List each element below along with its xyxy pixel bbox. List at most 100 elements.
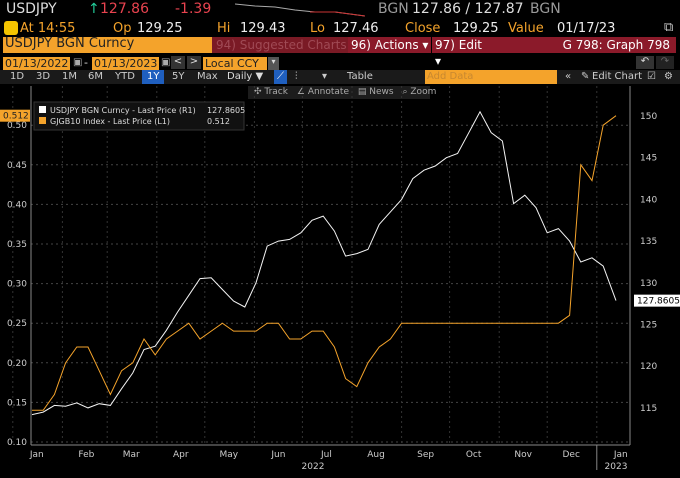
high-value: 129.43: [240, 21, 286, 36]
month-label: Sep: [417, 450, 434, 460]
line-chart-icon[interactable]: ⟋: [274, 70, 287, 84]
time: At 14:55: [20, 21, 76, 36]
legend: USDJPY BGN Curncy - Last Price (R1) 127.…: [33, 101, 245, 131]
calendar-icon[interactable]: ▣: [161, 57, 171, 68]
right-tick-label: 120: [640, 362, 657, 372]
right-last-value-tag: [634, 294, 680, 307]
low-value: 127.46: [333, 21, 379, 36]
ticker: USDJPY: [6, 1, 57, 17]
period-1y[interactable]: 1Y: [142, 70, 165, 84]
source-2: BGN: [530, 1, 561, 17]
left-tick-label: 0.15: [7, 398, 27, 408]
left-tick-label: 0.50: [7, 121, 27, 131]
open-value: 129.25: [137, 21, 183, 36]
sparkline: [235, 3, 365, 17]
month-label: Jan: [613, 450, 628, 460]
month-label: Jul: [320, 450, 332, 460]
period-1d[interactable]: 1D: [10, 71, 25, 82]
period-3d[interactable]: 3D: [36, 71, 51, 82]
up-arrow-icon: ↑: [88, 1, 100, 17]
right-tick-label: 115: [640, 404, 657, 414]
date-separator: -: [84, 56, 88, 69]
chevron-down-icon[interactable]: ▾: [268, 57, 279, 70]
chart-tools: ✣ Track ∠ Annotate ▤ News ⌕ Zoom: [248, 86, 436, 99]
track-button[interactable]: Track: [264, 87, 288, 97]
right-tick-label: 130: [640, 279, 657, 289]
left-tick-label: 0.35: [7, 240, 27, 250]
left-tick-label: 0.30: [7, 280, 27, 290]
month-label: Nov: [514, 450, 532, 460]
collapse-icon[interactable]: «: [565, 71, 572, 82]
legend-swatch-usdjpy: [39, 106, 46, 113]
legend-usdjpy: USDJPY BGN Curncy - Last Price (R1): [50, 106, 196, 115]
net-change: -1.39: [175, 1, 212, 17]
end-date-input[interactable]: 01/13/2023: [92, 57, 160, 70]
suggested-charts-button[interactable]: 94) Suggested Charts: [212, 37, 350, 53]
left-last-value: 0.512: [3, 112, 29, 122]
graph-title: G 798: Graph 798: [490, 37, 676, 53]
value-date: 01/17/23: [557, 21, 616, 36]
alert-icon[interactable]: [4, 21, 18, 35]
gear-icon[interactable]: ⚙: [664, 71, 673, 82]
left-last-value-tag: [0, 109, 30, 122]
undo-icon[interactable]: ↶: [636, 56, 654, 69]
news-button[interactable]: News: [369, 87, 394, 97]
annotate-icon: ∠: [296, 87, 305, 97]
open-label: Op: [113, 21, 132, 36]
left-tick-label: 0.40: [7, 200, 27, 210]
currency-select[interactable]: Local CCY: [203, 57, 267, 70]
year-label: 2023: [605, 462, 628, 472]
month-label: Mar: [123, 450, 140, 460]
checkbox-icon[interactable]: ☑: [647, 71, 656, 82]
month-label: Dec: [562, 450, 579, 460]
security-field[interactable]: USDJPY BGN Curncy: [3, 37, 212, 53]
redo-icon[interactable]: ↷: [656, 56, 674, 69]
edit-menu[interactable]: 97) Edit ▾: [432, 37, 490, 68]
calendar-icon[interactable]: ▣: [73, 57, 83, 68]
bar-chart-icon[interactable]: ⫶: [295, 71, 298, 82]
actions-menu[interactable]: 96) Actions ▾: [348, 37, 431, 53]
news-icon: ▤: [357, 87, 367, 97]
period-max[interactable]: Max: [197, 71, 218, 82]
right-last-value: 127.8605: [637, 297, 680, 307]
frequency-select[interactable]: Daily ▼: [227, 71, 264, 82]
period-ytd[interactable]: YTD: [115, 71, 135, 82]
legend-usdjpy-value: 127.8605: [207, 106, 245, 115]
zoom-button[interactable]: Zoom: [410, 87, 437, 97]
month-label: Aug: [367, 450, 385, 460]
pencil-icon: ✎: [581, 71, 590, 82]
last-price: 127.86: [100, 1, 149, 17]
popout-icon[interactable]: ⧉: [664, 20, 674, 35]
source: BGN: [378, 1, 409, 17]
month-label: Jun: [270, 450, 285, 460]
year-label: 2022: [302, 462, 325, 472]
add-data-input[interactable]: Add Data: [425, 70, 557, 84]
month-label: May: [219, 450, 238, 460]
start-date-input[interactable]: 01/13/2022: [3, 57, 71, 70]
legend-swatch-gjgb10: [39, 117, 46, 124]
period-bar: 1D 3D 1M 6M YTD 1Y 5Y Max Daily ▼ ⟋ ⫶ ▾ …: [0, 70, 680, 84]
left-tick-label: 0.25: [7, 319, 27, 329]
low-label: Lo: [310, 21, 325, 36]
prev-period-button[interactable]: <: [171, 56, 185, 69]
table-button[interactable]: Table: [347, 71, 373, 82]
bid-ask: 127.86 / 127.87: [412, 1, 524, 17]
annotate-button[interactable]: Annotate: [307, 87, 349, 97]
legend-gjgb10-value: 0.512: [207, 117, 230, 126]
series-line-usdjpy: [31, 110, 617, 416]
left-tick-label: 0.10: [7, 438, 27, 448]
month-label: Apr: [173, 450, 189, 460]
right-tick-label: 140: [640, 195, 657, 205]
edit-chart-button[interactable]: Edit Chart: [592, 71, 643, 82]
chevron-down-icon[interactable]: ▾: [322, 71, 328, 82]
legend-gjgb10: GJGB10 Index - Last Price (L1): [50, 117, 170, 126]
month-label: Oct: [466, 450, 482, 460]
period-1m[interactable]: 1M: [62, 71, 77, 82]
month-label: Jan: [29, 450, 44, 460]
period-5y[interactable]: 5Y: [172, 71, 185, 82]
period-6m[interactable]: 6M: [88, 71, 103, 82]
series-line-gjgb10: [32, 115, 617, 411]
next-period-button[interactable]: >: [187, 56, 201, 69]
left-tick-label: 0.45: [7, 161, 27, 171]
